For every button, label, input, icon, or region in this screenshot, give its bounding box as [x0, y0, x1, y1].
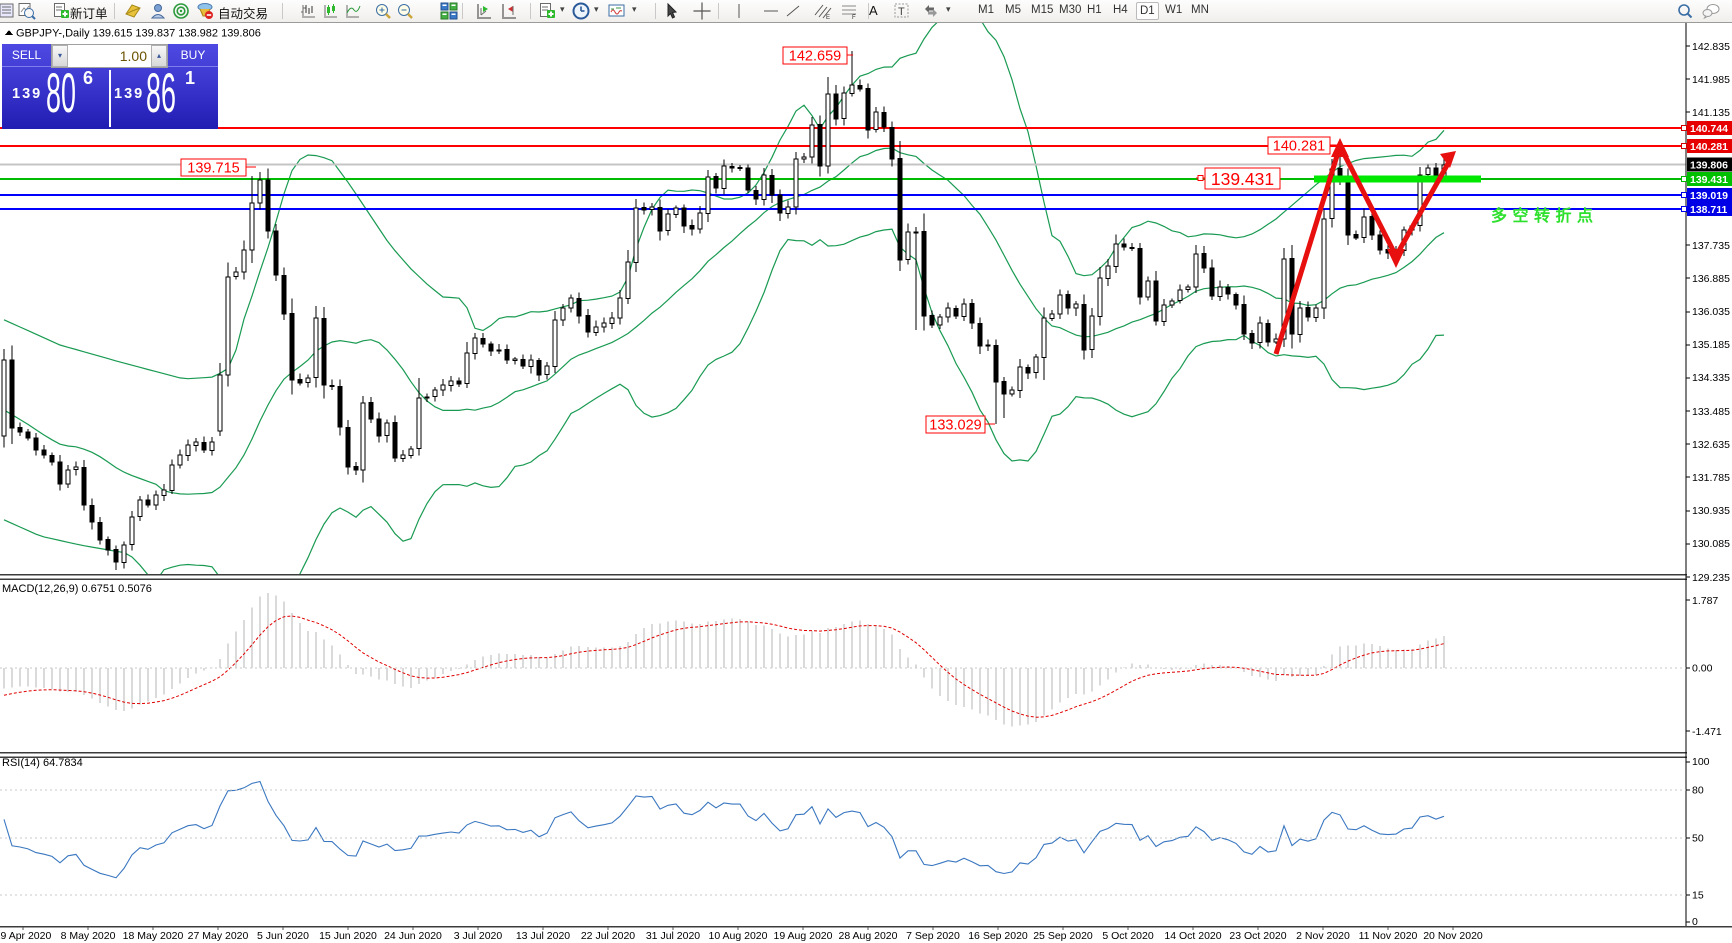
svg-text:139.431: 139.431	[1690, 174, 1728, 186]
svg-text:139.806: 139.806	[1690, 160, 1728, 172]
svg-text:24 Jun 2020: 24 Jun 2020	[384, 930, 442, 942]
svg-text:133.485: 133.485	[1692, 406, 1730, 418]
svg-text:141.985: 141.985	[1692, 74, 1730, 86]
svg-text:136.035: 136.035	[1692, 306, 1730, 318]
svg-text:F: F	[852, 15, 856, 20]
svg-text:2 Nov 2020: 2 Nov 2020	[1296, 930, 1350, 942]
svg-text:140.744: 140.744	[1690, 123, 1728, 135]
svg-text:MACD(12,26,9) 0.6751 0.5076: MACD(12,26,9) 0.6751 0.5076	[2, 583, 152, 595]
svg-text:10 Aug 2020: 10 Aug 2020	[709, 930, 768, 942]
svg-text:130.935: 130.935	[1692, 505, 1730, 517]
svg-text:18 May 2020: 18 May 2020	[123, 930, 184, 942]
svg-text:28 Aug 2020: 28 Aug 2020	[839, 930, 898, 942]
svg-text:15 Jun 2020: 15 Jun 2020	[319, 930, 377, 942]
svg-text:T: T	[898, 6, 905, 18]
svg-text:50: 50	[1692, 833, 1704, 845]
svg-text:1.787: 1.787	[1692, 595, 1718, 607]
svg-text:31 Jul 2020: 31 Jul 2020	[646, 930, 700, 942]
svg-text:25 Sep 2020: 25 Sep 2020	[1033, 930, 1093, 942]
svg-text:130.085: 130.085	[1692, 538, 1730, 550]
svg-text:GBPJPY-,Daily 139.615 139.837: GBPJPY-,Daily 139.615 139.837 138.982 13…	[16, 28, 261, 40]
svg-text:0: 0	[1692, 916, 1698, 928]
svg-text:100: 100	[1692, 756, 1710, 768]
svg-text:139.715: 139.715	[187, 161, 239, 177]
svg-text:131.785: 131.785	[1692, 472, 1730, 484]
svg-text:139.019: 139.019	[1690, 190, 1728, 202]
svg-text:138.711: 138.711	[1690, 204, 1728, 216]
svg-text:14 Oct 2020: 14 Oct 2020	[1164, 930, 1221, 942]
svg-text:29 Apr 2020: 29 Apr 2020	[0, 930, 51, 942]
svg-text:22 Jul 2020: 22 Jul 2020	[581, 930, 635, 942]
svg-text:140.281: 140.281	[1273, 139, 1325, 155]
svg-text:19 Aug 2020: 19 Aug 2020	[774, 930, 833, 942]
svg-text:11 Nov 2020: 11 Nov 2020	[1359, 930, 1418, 942]
svg-text:140.281: 140.281	[1690, 141, 1728, 153]
svg-text:135.185: 135.185	[1692, 339, 1730, 351]
svg-text:137.735: 137.735	[1692, 240, 1730, 252]
svg-text:129.235: 129.235	[1692, 572, 1730, 584]
svg-text:5 Oct 2020: 5 Oct 2020	[1102, 930, 1154, 942]
svg-text:141.135: 141.135	[1692, 107, 1730, 119]
svg-text:27 May 2020: 27 May 2020	[188, 930, 249, 942]
svg-text:13 Jul 2020: 13 Jul 2020	[516, 930, 570, 942]
svg-text:5 Jun 2020: 5 Jun 2020	[257, 930, 309, 942]
svg-text:8 May 2020: 8 May 2020	[61, 930, 116, 942]
svg-text:80: 80	[1692, 785, 1704, 797]
svg-text:142.835: 142.835	[1692, 41, 1730, 53]
svg-text:136.885: 136.885	[1692, 273, 1730, 285]
svg-text:0.00: 0.00	[1692, 663, 1713, 675]
svg-text:-1.471: -1.471	[1692, 726, 1722, 738]
svg-text:多空转折点: 多空转折点	[1491, 206, 1599, 225]
svg-text:15: 15	[1692, 890, 1704, 902]
svg-text:RSI(14) 64.7834: RSI(14) 64.7834	[2, 757, 83, 769]
svg-text:7 Sep 2020: 7 Sep 2020	[906, 930, 960, 942]
svg-text:139.431: 139.431	[1211, 169, 1274, 189]
svg-text:132.635: 132.635	[1692, 439, 1730, 451]
svg-text:16 Sep 2020: 16 Sep 2020	[968, 930, 1028, 942]
svg-text:23 Oct 2020: 23 Oct 2020	[1229, 930, 1286, 942]
svg-text:E: E	[826, 15, 830, 20]
svg-text:134.335: 134.335	[1692, 372, 1730, 384]
svg-text:3 Jul 2020: 3 Jul 2020	[454, 930, 503, 942]
svg-text:142.659: 142.659	[789, 49, 841, 65]
svg-text:133.029: 133.029	[929, 418, 981, 434]
svg-text:20 Nov 2020: 20 Nov 2020	[1423, 930, 1483, 942]
